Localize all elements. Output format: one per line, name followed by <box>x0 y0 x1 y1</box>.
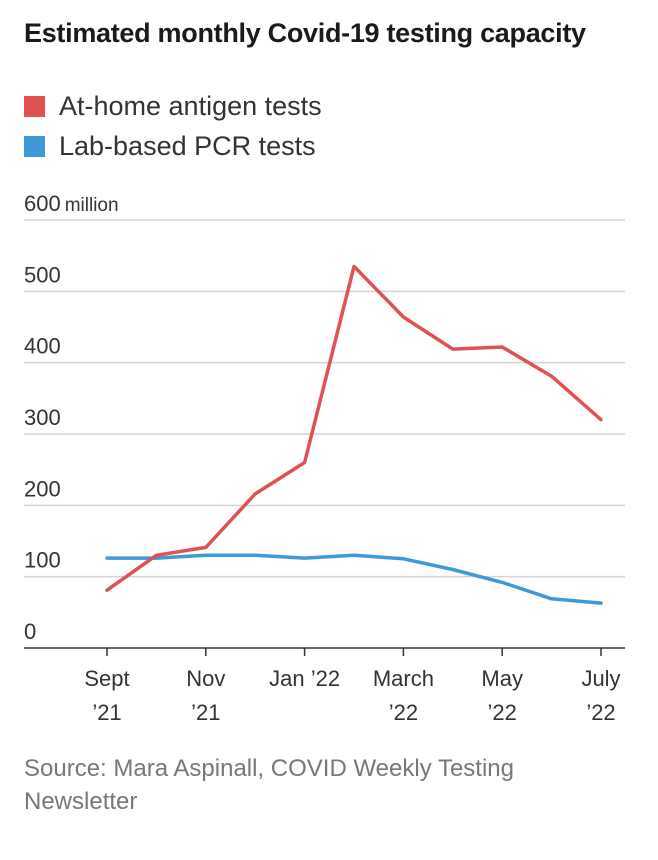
x-tick-label-year-2021-09: ’21 <box>92 700 121 725</box>
x-tick-label-2022-05: May <box>481 666 523 691</box>
y-tick-label-600: 600 million <box>24 191 119 216</box>
y-tick-label-200: 200 <box>24 476 61 501</box>
x-tick-label-year-2022-03: ’22 <box>389 700 418 725</box>
y-tick-label-100: 100 <box>24 548 61 573</box>
legend: At-home antigen tests Lab-based PCR test… <box>24 86 322 166</box>
x-tick-label-year-2022-05: ’22 <box>488 700 517 725</box>
x-tick-label-year-2021-11: ’21 <box>191 700 220 725</box>
x-tick-label-2021-09: Sept <box>84 666 129 691</box>
legend-item-antigen: At-home antigen tests <box>24 86 322 126</box>
legend-swatch-pcr <box>24 135 45 157</box>
source-note: Source: Mara Aspinall, COVID Weekly Test… <box>24 755 514 815</box>
x-tick-label-2022-01: Jan ’22 <box>269 666 340 691</box>
line-chart: 0 100 200 300 400 500 600 million Sept ’21 Nov ’21 J… <box>24 191 625 725</box>
legend-item-pcr: Lab-based PCR tests <box>24 126 322 166</box>
x-tick-label-year-2022-07: ’22 <box>586 700 615 725</box>
y-tick-label-0: 0 <box>24 619 36 644</box>
y-tick-label-300: 300 <box>24 405 61 430</box>
chart-title: Estimated monthly Covid-19 testing capac… <box>24 18 586 48</box>
y-tick-label-400: 400 <box>24 334 61 359</box>
x-tick-label-2022-07: July <box>581 666 620 691</box>
x-tick-label-2021-11: Nov <box>186 666 225 691</box>
x-tick-label-2022-03: March <box>373 666 434 691</box>
legend-label-pcr: Lab-based PCR tests <box>59 130 316 161</box>
legend-swatch-antigen <box>24 95 45 117</box>
series-line-antigen <box>105 264 603 592</box>
y-tick-label-500: 500 <box>24 262 61 287</box>
series-line-pcr <box>105 553 603 605</box>
legend-label-antigen: At-home antigen tests <box>59 90 322 121</box>
